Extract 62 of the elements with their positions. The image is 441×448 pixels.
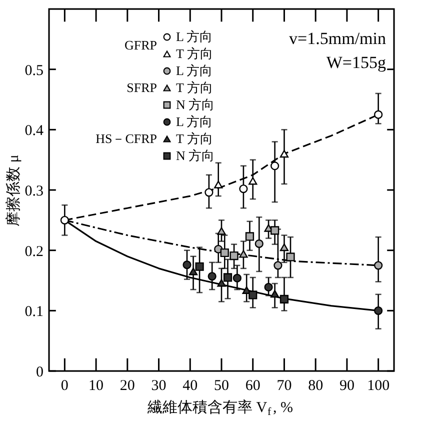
point xyxy=(270,226,280,235)
point xyxy=(286,252,295,262)
legend-label: T 方向 xyxy=(176,80,213,95)
y-tick-label: 0.3 xyxy=(24,184,44,200)
point xyxy=(274,261,282,270)
x-tick-label: 70 xyxy=(276,378,292,394)
point xyxy=(270,290,280,298)
y-tick-label: 0.5 xyxy=(24,62,44,79)
point xyxy=(188,268,198,276)
point xyxy=(280,150,289,158)
x-tick-label: 10 xyxy=(88,378,104,394)
point xyxy=(204,188,214,197)
point xyxy=(208,272,216,281)
x-tick-label: 60 xyxy=(245,378,260,394)
point xyxy=(195,262,204,271)
point xyxy=(280,294,289,304)
y-tick-label: 0 xyxy=(36,364,44,380)
legend-label: T 方向 xyxy=(176,131,213,146)
annotation: SFRP xyxy=(126,80,157,95)
point xyxy=(374,261,383,270)
x-tick-label: 40 xyxy=(182,378,198,394)
point xyxy=(239,250,248,258)
annotation: GFRP xyxy=(124,38,157,52)
x-tick-label: 80 xyxy=(308,378,324,394)
point xyxy=(280,244,289,252)
point xyxy=(223,273,232,282)
point xyxy=(264,282,273,292)
y-tick-label: 0.2 xyxy=(24,244,44,260)
point xyxy=(254,239,264,248)
y-tick-label: 0.1 xyxy=(24,304,44,320)
point xyxy=(232,274,242,282)
annotation: W=155g xyxy=(326,53,386,72)
y-axis-title: 摩擦係数 μ xyxy=(4,154,22,226)
point xyxy=(217,279,226,287)
point xyxy=(239,184,248,194)
point xyxy=(60,216,69,224)
x-tick-label: 100 xyxy=(367,378,390,394)
point xyxy=(270,162,280,170)
y-tick-label: 0.4 xyxy=(24,123,44,140)
x-tick-label: 30 xyxy=(151,378,166,394)
legend-label: N 方向 xyxy=(176,148,215,163)
point xyxy=(245,232,254,241)
point xyxy=(214,180,223,188)
point xyxy=(248,177,258,185)
legend-label: T 方向 xyxy=(176,46,213,61)
x-tick-label: 90 xyxy=(339,378,354,394)
point xyxy=(248,290,258,300)
annotation: HS－CFRP xyxy=(96,131,157,146)
legend-label: N 方向 xyxy=(176,97,215,112)
x-tick-label: 0 xyxy=(60,378,68,394)
point xyxy=(217,227,226,235)
point xyxy=(182,260,192,270)
legend-label: L 方向 xyxy=(176,29,213,44)
point xyxy=(230,251,238,260)
point xyxy=(374,110,383,119)
point xyxy=(374,306,383,315)
x-tick-label: 50 xyxy=(214,378,229,394)
legend-label: L 方向 xyxy=(176,114,213,129)
x-tick-label: 20 xyxy=(120,378,135,394)
legend-label: L 方向 xyxy=(176,63,213,78)
point xyxy=(220,248,229,258)
annotation: v=1.5mm/min xyxy=(289,29,386,48)
